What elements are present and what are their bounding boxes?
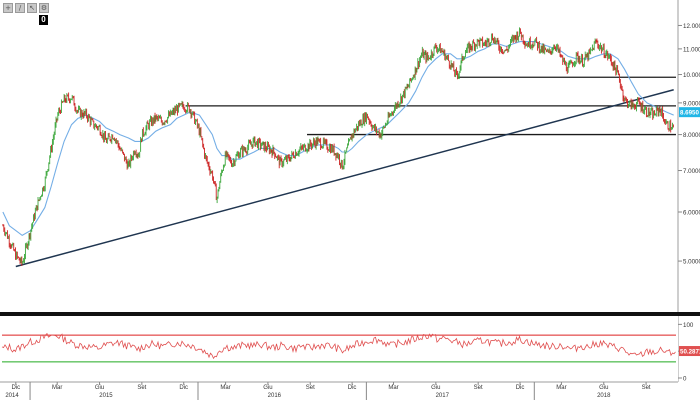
price-tick-label: 12.0000 (683, 23, 700, 30)
rsi-path (1, 332, 676, 360)
price-tick-label: 5.0000 (683, 259, 700, 266)
month-label: Dic (11, 385, 20, 391)
rsi-last-value-label: 50.2871 (679, 346, 700, 357)
month-label: Set (137, 385, 146, 391)
rsi-tick-label: 0 (683, 376, 687, 383)
price-tick-label: 11.0000 (683, 46, 700, 53)
zoom-in-icon[interactable]: + (3, 3, 13, 13)
month-label: Giu (95, 385, 104, 391)
month-label: Set (642, 385, 651, 391)
year-label: 2015 (99, 393, 113, 399)
month-label: Giu (599, 385, 608, 391)
price-tick-label: 10.0000 (683, 72, 700, 79)
rsi-last-value-box (679, 346, 700, 357)
year-label: 2018 (597, 393, 611, 399)
price-bars (2, 27, 674, 267)
rsi-tick-label: 100 (683, 322, 694, 329)
month-label: Mar (220, 385, 230, 391)
rsi-last-value-text: 50.2871 (680, 349, 700, 356)
resistance-levels[interactable] (185, 76, 676, 136)
year-label: 2016 (268, 393, 282, 399)
price-tick-label: 6.0000 (683, 210, 700, 217)
month-label: Giu (263, 385, 272, 391)
pencil-icon[interactable]: / (15, 3, 25, 13)
price-tick-label: 8.0000 (683, 132, 700, 139)
price-tick-label: 9.0000 (683, 100, 700, 107)
month-label: Giu (431, 385, 440, 391)
rsi-line (1, 332, 676, 360)
month-label: Mar (556, 385, 566, 391)
month-label: Mar (388, 385, 398, 391)
study-count-badge: 0 (39, 15, 48, 25)
chart-toolbar: + / ↖ ⚙ (3, 3, 49, 13)
year-label: 2017 (436, 393, 450, 399)
price-axis-ticks: 5.0000 6.0000 7.0000 8.0000 9.0000 10.0000 11.… (678, 23, 700, 266)
trendline[interactable] (15, 89, 674, 268)
panel-separator[interactable] (0, 312, 700, 316)
year-label: 2014 (5, 393, 19, 399)
last-price-box (679, 107, 700, 118)
month-label: Dic (516, 385, 525, 391)
month-label: Set (306, 385, 315, 391)
pointer-icon[interactable]: ↖ (27, 3, 37, 13)
last-price-label: 8.6950 (679, 107, 700, 118)
month-label: Dic (348, 385, 357, 391)
rsi-guides (2, 334, 676, 363)
month-label: Mar (52, 385, 62, 391)
rsi-panel (0, 316, 678, 382)
price-tick-label: 7.0000 (683, 168, 700, 175)
price-axis-panel (678, 0, 700, 400)
settings-icon[interactable]: ⚙ (39, 3, 49, 13)
support-trendline (15, 89, 674, 268)
month-label: Dic (179, 385, 188, 391)
time-axis: Dic Mar Giu Set Dic Mar Giu Set Dic Mar Giu Set Dic M… (5, 382, 651, 400)
month-label: Set (474, 385, 483, 391)
last-price-text: 8.6950 (680, 110, 699, 117)
